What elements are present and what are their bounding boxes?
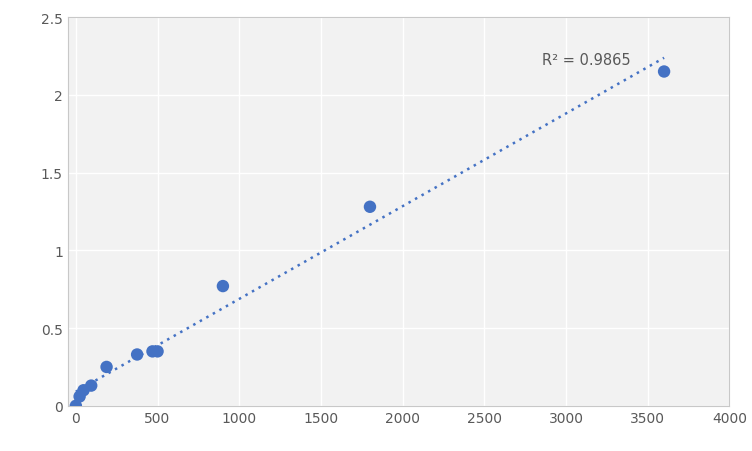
Point — [364, 204, 376, 211]
Point — [101, 364, 113, 371]
Point — [77, 387, 89, 394]
Text: R² = 0.9865: R² = 0.9865 — [541, 53, 630, 68]
Point — [152, 348, 164, 355]
Point — [74, 393, 86, 400]
Point — [131, 351, 143, 358]
Point — [658, 69, 670, 76]
Point — [147, 348, 159, 355]
Point — [217, 283, 229, 290]
Point — [70, 402, 82, 410]
Point — [85, 382, 97, 389]
